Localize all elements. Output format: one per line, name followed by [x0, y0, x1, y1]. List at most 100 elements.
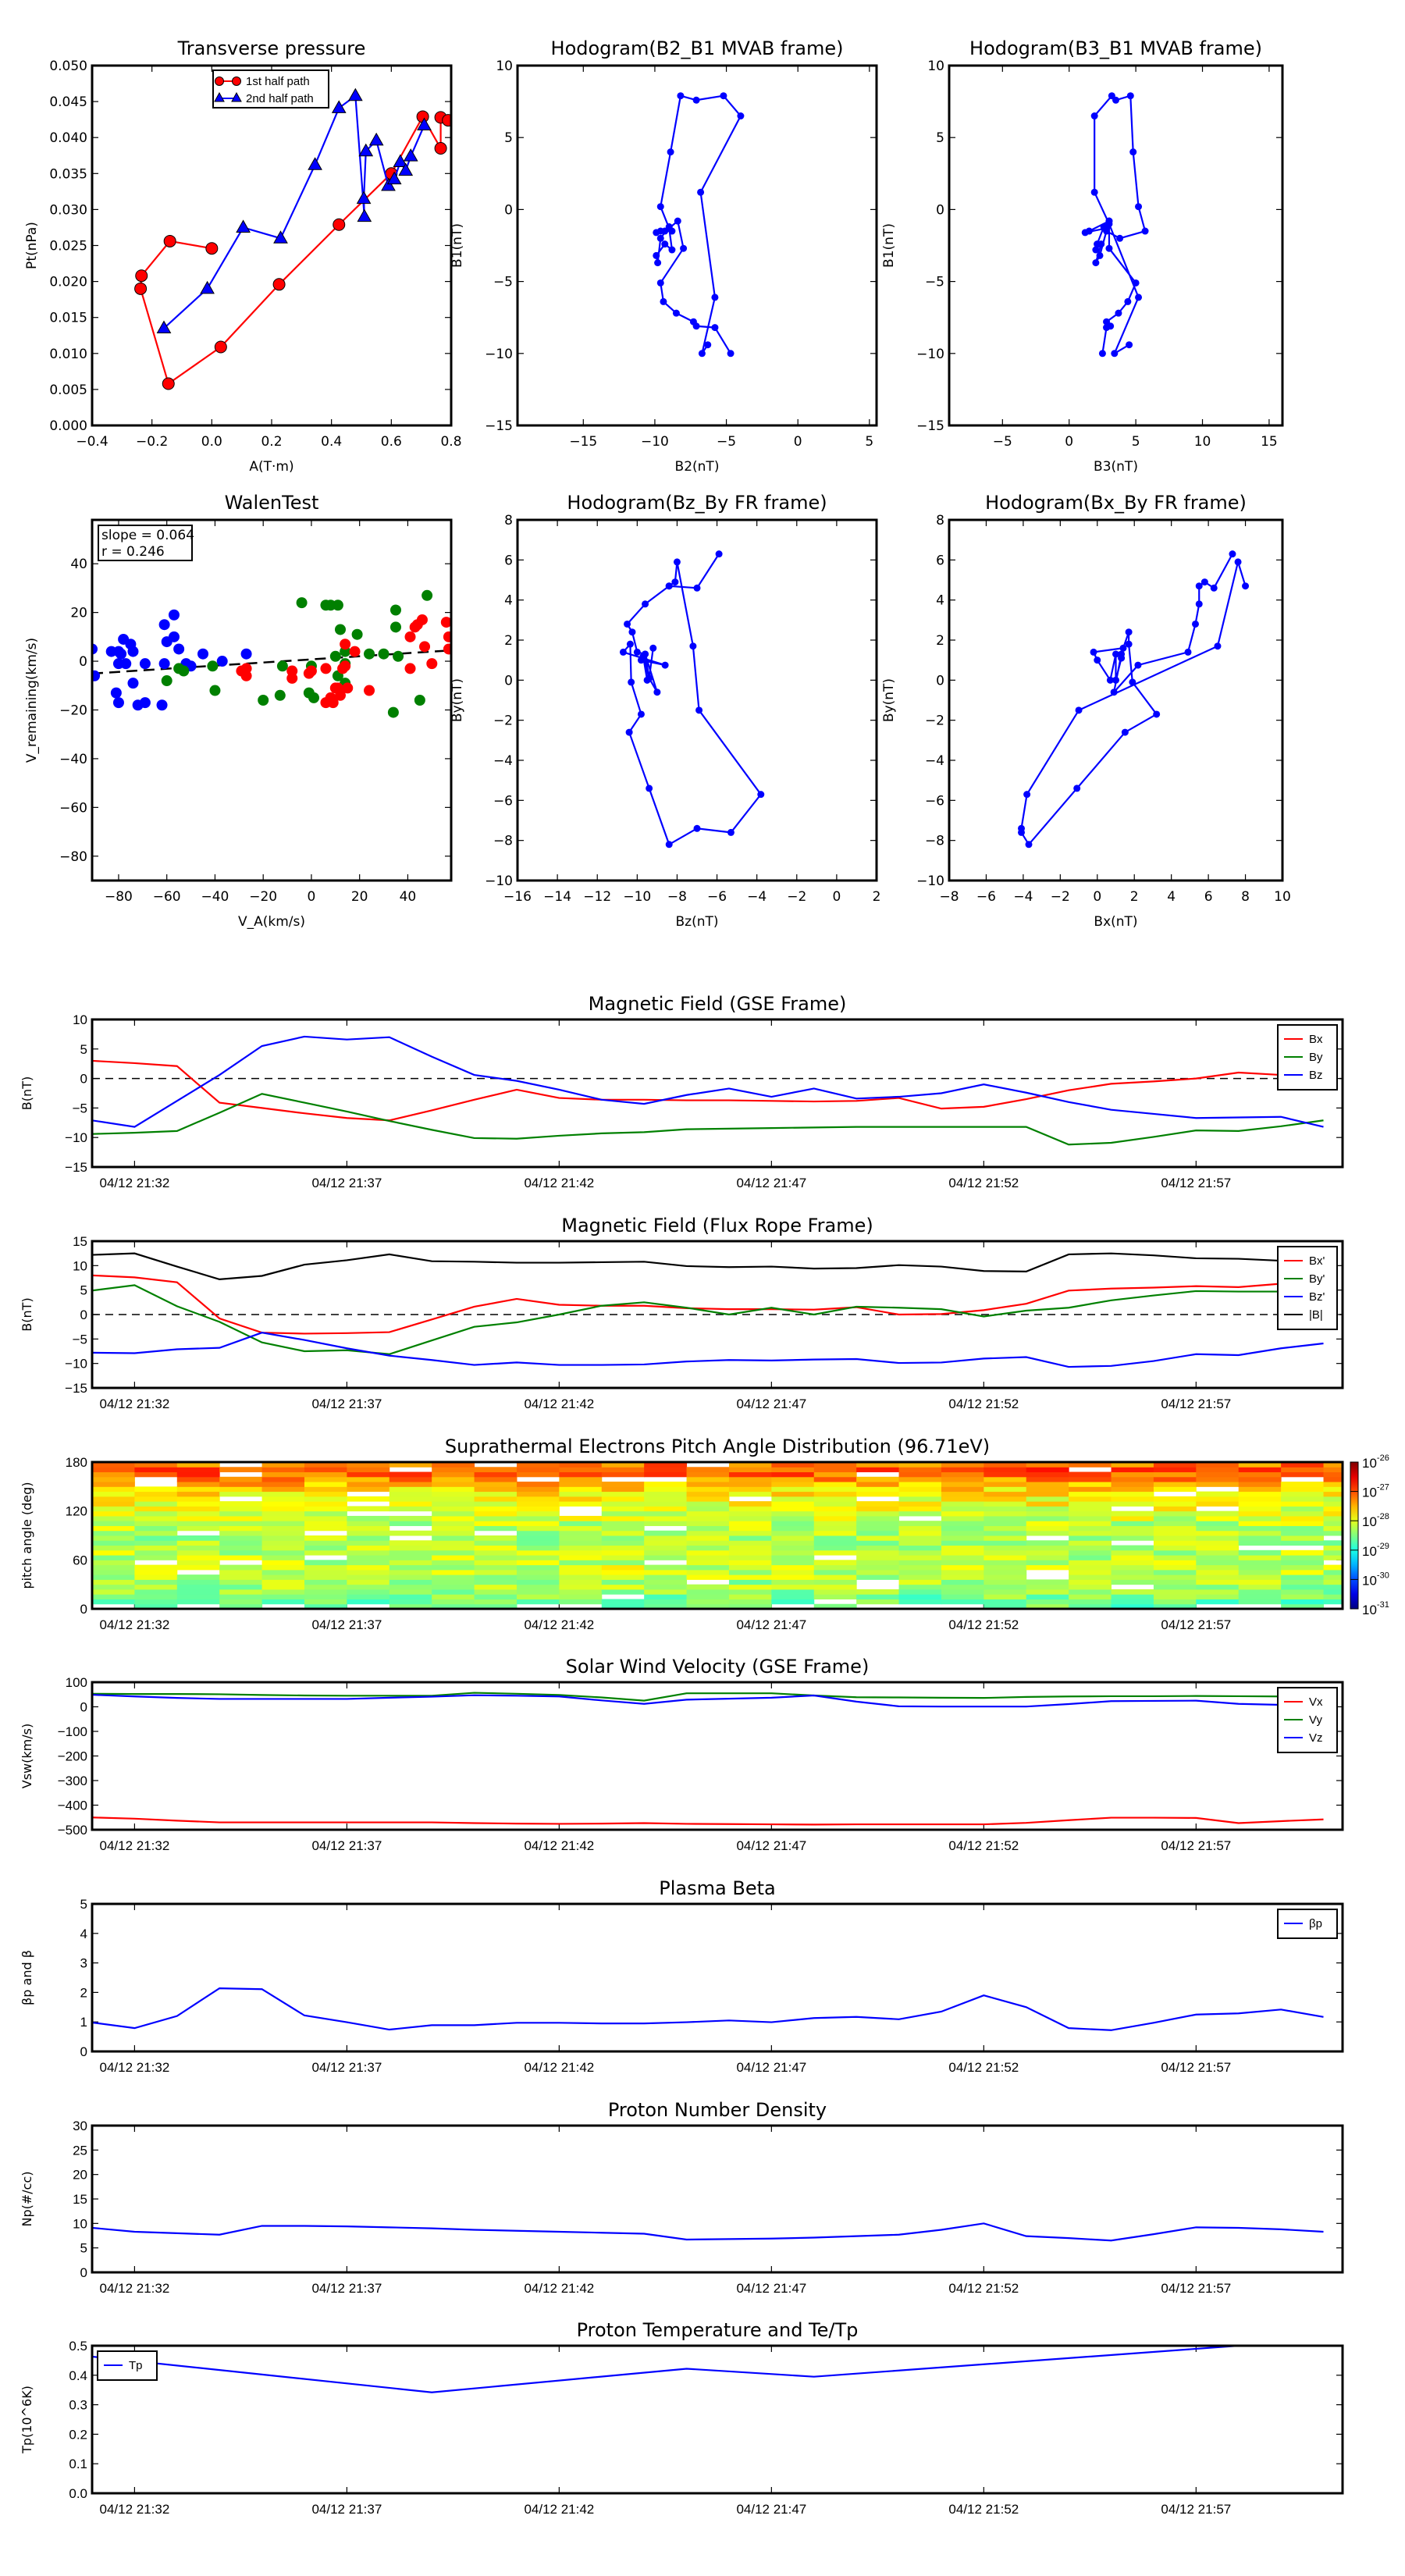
heat-cell [1238, 1589, 1282, 1595]
heat-cell [1281, 1594, 1325, 1599]
chart-hodogram-b3-b1: Hodogram(B3_B1 MVAB frame) −5 0 5 10 15 −15 −10… [881, 37, 1284, 475]
legend-box [1277, 1246, 1338, 1330]
slope-text: slope = 0.064 [101, 528, 194, 543]
heat-cell [389, 1486, 432, 1493]
heat-cell [432, 1569, 475, 1575]
y-tick-label: 10 [496, 59, 513, 74]
y-tick-label: 0.035 [49, 166, 87, 182]
y-tick-label: 0.2 [69, 2427, 87, 2442]
data-point [668, 246, 676, 254]
y-tick-label: −6 [925, 793, 944, 809]
heat-cell [474, 1584, 518, 1590]
chart-solar-wind: Solar Wind Velocity (GSE Frame) −500 −400 −… [20, 1656, 1344, 1853]
heat-cell [686, 1560, 730, 1566]
heat-cell [984, 1535, 1027, 1541]
data-point [207, 660, 219, 672]
heat-cell [1323, 1482, 1343, 1487]
heat-cell [1153, 1506, 1197, 1512]
heat-cell [432, 1560, 475, 1566]
heat-cell [898, 1482, 942, 1487]
y-tick-label: 20 [73, 2168, 87, 2183]
heat-cell [1026, 1540, 1069, 1546]
heat-cell [941, 1530, 984, 1536]
heat-cell [559, 1476, 603, 1482]
heat-cell [1196, 1564, 1240, 1571]
heat-cell [304, 1506, 347, 1512]
x-tick-label: −2 [787, 889, 806, 905]
heat-cell [219, 1555, 263, 1560]
heat-cell [1323, 1569, 1343, 1575]
heat-cell [1153, 1594, 1197, 1599]
heat-cell [813, 1462, 857, 1468]
chart-hodogram-bz-by: Hodogram(Bz_By FR frame) −16 −14 −12 −10 −8 −6… [450, 492, 880, 930]
heat-cell [941, 1555, 984, 1560]
data-point [1090, 648, 1097, 656]
heat-cell [176, 1491, 220, 1497]
heat-cell [1153, 1599, 1197, 1605]
heat-cell [304, 1467, 347, 1473]
data-point [1096, 251, 1104, 259]
heat-cell [984, 1486, 1027, 1493]
heat-cell [559, 1579, 603, 1585]
heat-cell [1026, 1471, 1069, 1478]
heat-cell [559, 1471, 603, 1478]
heat-cell [92, 1535, 135, 1541]
heat-cell [813, 1545, 857, 1551]
heat-cell [601, 1467, 645, 1473]
series-line-|B| [92, 1252, 1324, 1280]
data-point [364, 685, 375, 696]
heat-cell [92, 1525, 135, 1532]
x-tick-label: 0 [794, 434, 802, 450]
heat-cell [261, 1510, 305, 1517]
data-point [368, 132, 384, 146]
heat-cell [1196, 1501, 1240, 1507]
series-line-Bz [92, 1035, 1324, 1128]
heat-cell [941, 1521, 984, 1526]
data-point [646, 785, 653, 792]
heat-cell [474, 1496, 518, 1502]
heat-cell [304, 1501, 347, 1507]
data-point [698, 350, 706, 358]
heat-cell [1069, 1482, 1112, 1487]
heat-cell [559, 1560, 603, 1566]
heat-cell [1153, 1530, 1197, 1536]
heat-cell [474, 1491, 518, 1497]
x-tick-label: 04/12 21:57 [1161, 2502, 1231, 2517]
heat-cell [941, 1584, 984, 1590]
x-tick-label: −80 [105, 889, 133, 905]
heat-cell [304, 1594, 347, 1599]
data-point [393, 650, 404, 662]
heat-cell [92, 1594, 135, 1599]
heat-cell [898, 1535, 942, 1541]
heat-cell [1281, 1530, 1325, 1536]
series-line-βp [92, 1987, 1324, 2031]
y-tick-label: 2 [504, 633, 513, 649]
x-tick-label: 04/12 21:42 [524, 2060, 594, 2075]
data-point [693, 824, 701, 832]
heat-cell [134, 1594, 178, 1599]
heat-cell [898, 1560, 942, 1566]
heat-cell [1111, 1482, 1154, 1487]
heat-cell [728, 1471, 772, 1478]
heat-cell [432, 1564, 475, 1571]
heat-cell [134, 1574, 178, 1580]
heat-cell [176, 1486, 220, 1493]
heat-cell [347, 1476, 390, 1482]
heat-cell [941, 1535, 984, 1541]
heat-cell [644, 1486, 688, 1493]
legend: Tp [97, 2350, 158, 2381]
heat-cell [261, 1482, 305, 1487]
heat-cell [813, 1521, 857, 1526]
heat-cell [432, 1535, 475, 1541]
plot-area [92, 2222, 1324, 2242]
heat-cell [516, 1491, 560, 1497]
y-tick-label: 10 [73, 2216, 87, 2231]
heat-cell [559, 1535, 603, 1541]
heat-cell [941, 1589, 984, 1595]
axes-frame [91, 2344, 1344, 2495]
legend: Bx' By' Bz' |B| [1277, 1246, 1338, 1330]
heat-cell [941, 1599, 984, 1605]
heat-cell [813, 1594, 857, 1599]
heat-cell [1153, 1501, 1197, 1507]
data-point [1105, 220, 1113, 228]
